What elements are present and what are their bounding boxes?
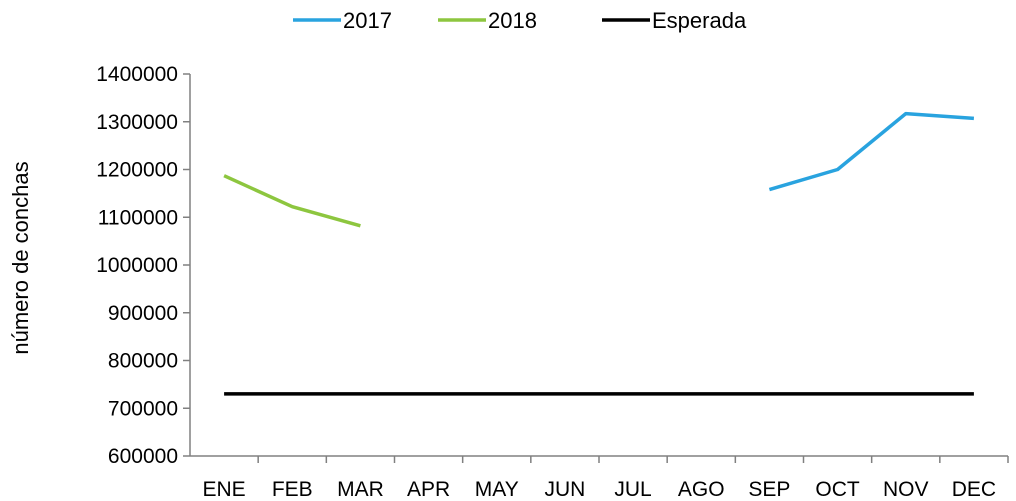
y-tick-label: 1400000 [96,63,178,86]
x-axis-ticks: ENE FEB MAR APR MAY JUN JUL AGO SEP OCT NOV DEC [202,456,1009,501]
x-tick-label: ENE [202,478,245,501]
y-tick-label: 1100000 [98,206,178,229]
y-tick-label: 900000 [108,302,178,325]
legend-label-2017: 2017 [343,8,392,33]
legend-label-2018: 2018 [488,8,537,33]
x-tick-label: APR [407,478,450,501]
legend: 2017 2018 Esperada [293,8,747,33]
x-tick-label: JUL [614,478,651,501]
y-tick-label: 800000 [108,350,178,373]
y-tick-label: 700000 [108,397,178,420]
x-tick-label: JUN [544,478,585,501]
series-line-2017 [768,111,975,192]
x-tick-label: FEB [272,478,313,501]
x-tick-label: MAR [337,478,384,501]
x-tick-label: DEC [952,478,996,501]
series-line-2018 [223,174,361,228]
axes [189,74,1008,457]
x-tick-label: OCT [815,478,860,501]
series-lines [223,111,975,396]
x-tick-label: MAY [475,478,519,501]
y-axis-label: número de conchas [8,161,33,354]
y-tick-label: 1200000 [96,159,178,182]
x-tick-label: AGO [678,478,725,501]
y-tick-label: 1300000 [96,111,178,134]
y-tick-label: 600000 [108,445,178,468]
legend-label-esperada: Esperada [652,8,747,33]
x-tick-label: SEP [748,478,790,501]
y-axis-ticks: 600000 700000 800000 900000 1000000 1100000 12… [96,63,190,468]
x-tick-label: NOV [883,478,929,501]
y-tick-label: 1000000 [96,254,178,277]
